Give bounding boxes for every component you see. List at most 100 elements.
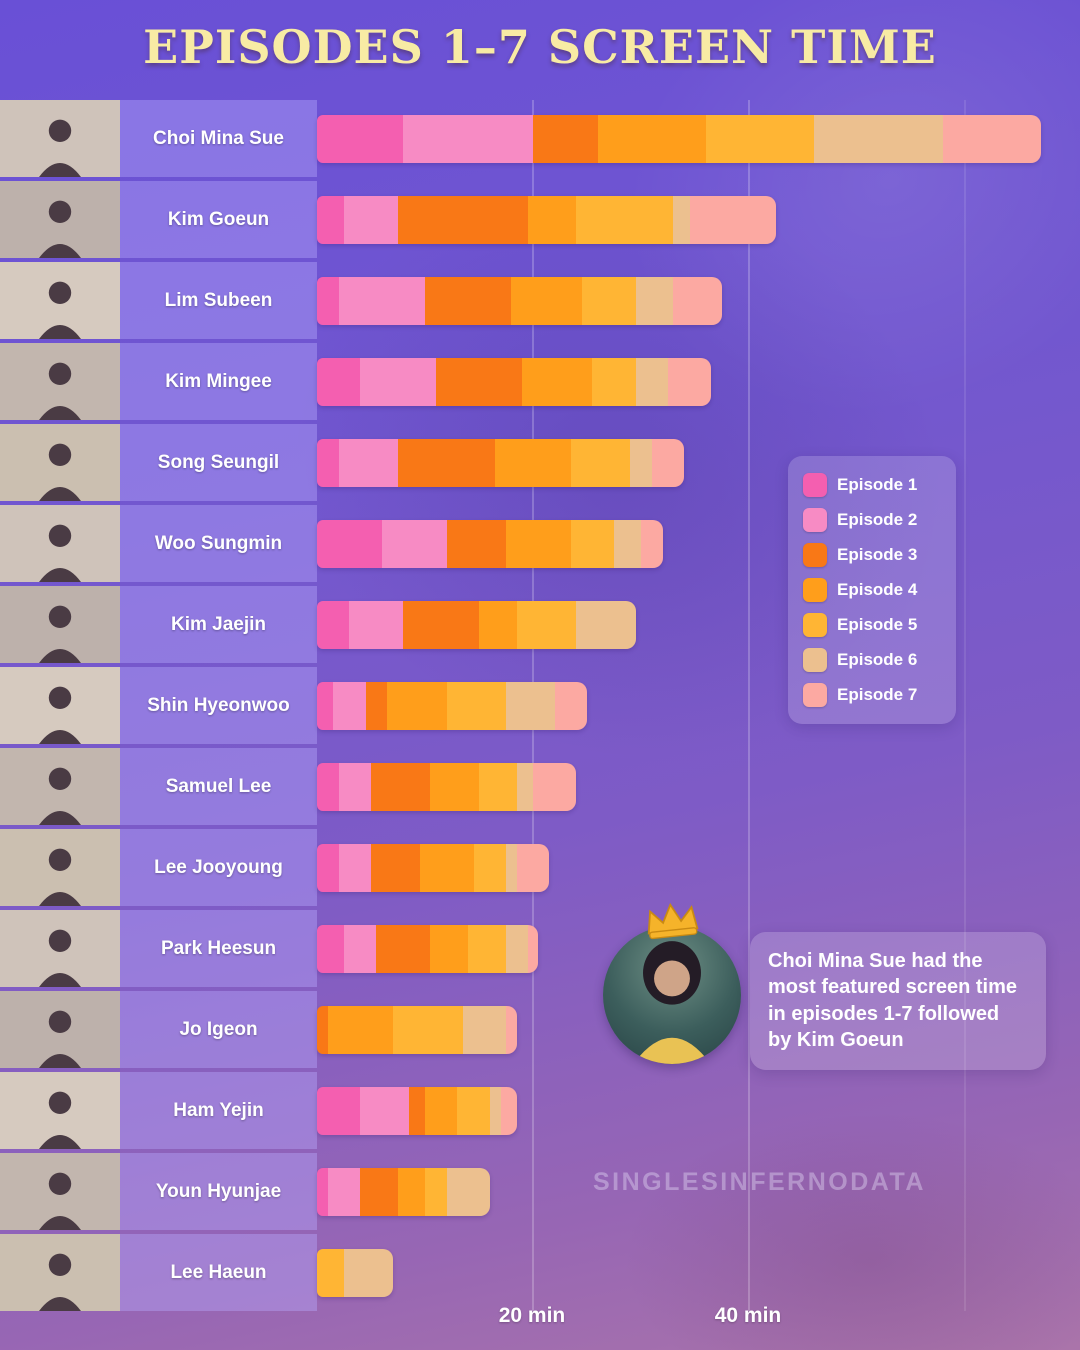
bar-segment-episode-6 — [462, 1005, 506, 1054]
legend-label: Episode 3 — [837, 545, 918, 564]
bar-segment-episode-6 — [613, 519, 641, 568]
bar-segment-episode-5 — [424, 1167, 447, 1216]
x-axis-label-20min: 20 min — [498, 1304, 566, 1327]
contestant-label-band: Samuel Lee — [0, 748, 317, 825]
bar-segment-episode-1 — [317, 519, 382, 568]
bar-segment-episode-3 — [360, 1167, 398, 1216]
bar-segment-episode-7 — [689, 195, 776, 244]
person-silhouette-icon — [39, 1010, 81, 1068]
bar-segment-episode-4 — [597, 114, 706, 163]
bar-segment-episode-4 — [430, 762, 479, 811]
bar-segment-episode-4 — [527, 195, 577, 244]
bar-segment-episode-3 — [398, 195, 528, 244]
person-silhouette-icon — [39, 686, 81, 744]
crown-icon — [647, 902, 699, 940]
bar-cell — [317, 586, 1080, 663]
contestant-row: Kim Mingee — [0, 343, 1080, 420]
person-silhouette-icon — [39, 524, 81, 582]
legend-label: Episode 4 — [837, 580, 918, 599]
screen-time-bar — [317, 762, 577, 811]
bar-segment-episode-4 — [424, 1086, 458, 1135]
bar-segment-episode-2 — [338, 276, 425, 325]
screen-time-bar — [317, 1005, 517, 1054]
bar-segment-episode-2 — [333, 681, 366, 730]
bar-segment-episode-5 — [570, 438, 631, 487]
bar-cell — [317, 667, 1080, 744]
bar-segment-episode-6 — [813, 114, 944, 163]
contestant-name: Lee Jooyoung — [154, 856, 283, 878]
watermark: SINGLESINFERNODATA — [593, 1168, 926, 1196]
bar-segment-episode-5 — [478, 762, 517, 811]
contestant-photo — [0, 1234, 120, 1311]
bar-segment-episode-7 — [640, 519, 663, 568]
bar-segment-episode-2 — [360, 357, 436, 406]
legend-entry: Episode 6 — [803, 648, 941, 672]
bar-segment-episode-1 — [317, 1167, 328, 1216]
person-silhouette-icon — [39, 281, 81, 339]
x-gridline-40min — [748, 100, 750, 1311]
bar-segment-episode-7 — [500, 1086, 517, 1135]
bar-segment-episode-2 — [344, 195, 398, 244]
annotation-text: Choi Mina Sue had the most featured scre… — [750, 932, 1046, 1070]
bar-segment-episode-5 — [570, 519, 614, 568]
bar-segment-episode-3 — [397, 438, 496, 487]
bar-cell — [317, 1234, 1080, 1311]
bar-segment-episode-4 — [511, 276, 582, 325]
screen-time-bar — [317, 1248, 393, 1297]
person-silhouette-icon — [39, 362, 81, 420]
contestant-photo — [0, 100, 120, 177]
bar-segment-episode-7 — [667, 357, 712, 406]
bar-segment-episode-5 — [576, 195, 674, 244]
contestant-label-band: Jo Igeon — [0, 991, 317, 1068]
bar-segment-episode-6 — [505, 681, 555, 730]
bar-segment-episode-5 — [592, 357, 636, 406]
screen-time-bar — [317, 114, 1041, 163]
legend-swatch — [803, 613, 827, 637]
bar-cell — [317, 262, 1080, 339]
bar-segment-episode-6 — [576, 600, 636, 649]
contestant-name: Jo Igeon — [179, 1018, 258, 1040]
contestant-name: Kim Mingee — [165, 370, 272, 392]
bar-segment-episode-5 — [516, 600, 577, 649]
bar-segment-episode-6 — [446, 1167, 490, 1216]
bar-segment-episode-5 — [473, 843, 506, 892]
contestant-row: Lee Jooyoung — [0, 829, 1080, 906]
contestant-row: Kim Jaejin — [0, 586, 1080, 663]
bar-segment-episode-2 — [338, 843, 371, 892]
contestant-photo — [0, 262, 120, 339]
contestant-row: Jo Igeon — [0, 991, 1080, 1068]
screen-time-bar — [317, 681, 587, 730]
contestant-label-band: Shin Hyeonwoo — [0, 667, 317, 744]
bar-segment-episode-7 — [943, 114, 1041, 163]
contestant-label-band: Kim Mingee — [0, 343, 317, 420]
contestant-row: Ham Yejin — [0, 1072, 1080, 1149]
bar-segment-episode-1 — [317, 1086, 361, 1135]
contestant-row: Lee Haeun — [0, 1234, 1080, 1311]
legend-entry: Episode 4 — [803, 578, 941, 602]
bar-segment-episode-6 — [505, 924, 528, 973]
legend-swatch — [803, 543, 827, 567]
bar-segment-episode-7 — [673, 276, 722, 325]
screen-time-bar — [317, 519, 663, 568]
bar-segment-episode-5 — [317, 1248, 344, 1297]
bar-segment-episode-2 — [338, 438, 398, 487]
contestant-name: Lim Subeen — [164, 289, 273, 311]
contestant-label-band: Woo Sungmin — [0, 505, 317, 582]
bar-segment-episode-1 — [317, 276, 339, 325]
screen-time-bar — [317, 276, 722, 325]
legend-label: Episode 1 — [837, 475, 918, 494]
bar-segment-episode-4 — [327, 1005, 393, 1054]
legend-entry: Episode 2 — [803, 508, 941, 532]
bar-segment-episode-5 — [581, 276, 636, 325]
contestant-name: Song Seungil — [157, 451, 280, 473]
bar-segment-episode-6 — [344, 1248, 393, 1297]
bar-cell — [317, 424, 1080, 501]
contestant-photo — [0, 910, 120, 987]
contestant-row: Youn Hyunjae — [0, 1153, 1080, 1230]
bar-segment-episode-3 — [408, 1086, 425, 1135]
bar-segment-episode-1 — [317, 681, 334, 730]
x-gridline-60min — [964, 100, 966, 1311]
screen-time-bar — [317, 438, 685, 487]
bar-segment-episode-4 — [478, 600, 517, 649]
bar-segment-episode-1 — [317, 843, 339, 892]
